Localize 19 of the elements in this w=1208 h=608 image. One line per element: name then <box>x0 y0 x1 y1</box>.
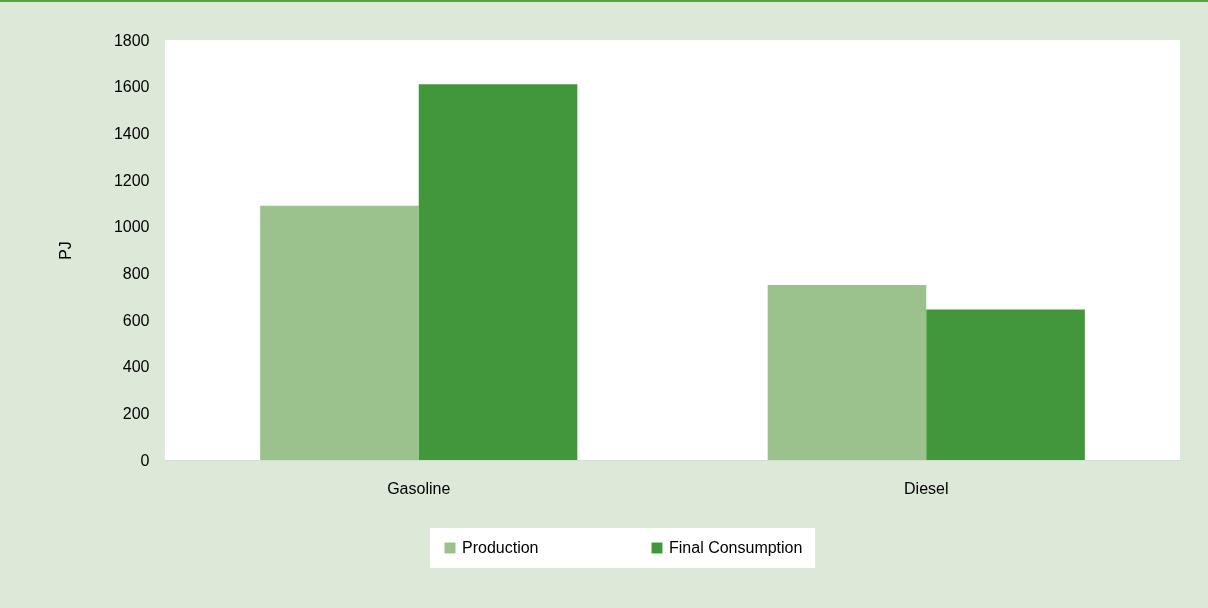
legend-label: Production <box>462 539 539 556</box>
x-tick-label: Gasoline <box>387 479 451 497</box>
bar <box>260 205 419 460</box>
bar <box>418 84 578 460</box>
x-tick-label: Diesel <box>904 479 949 497</box>
y-tick-label: 800 <box>122 264 150 282</box>
y-tick-label: 600 <box>122 311 150 329</box>
bar <box>926 309 1085 460</box>
y-tick-label: 1600 <box>113 78 150 96</box>
bar <box>767 285 927 460</box>
y-axis-title: PJ <box>56 241 74 260</box>
legend-label: Final Consumption <box>669 539 803 556</box>
y-tick-label: 0 <box>140 451 150 469</box>
y-tick-label: 200 <box>122 404 150 422</box>
y-tick-label: 1400 <box>113 124 150 142</box>
y-tick-label: 1000 <box>113 218 150 236</box>
y-tick-label: 400 <box>122 358 150 376</box>
y-tick-label: 1200 <box>113 171 150 189</box>
y-tick-label: 1800 <box>113 31 150 49</box>
